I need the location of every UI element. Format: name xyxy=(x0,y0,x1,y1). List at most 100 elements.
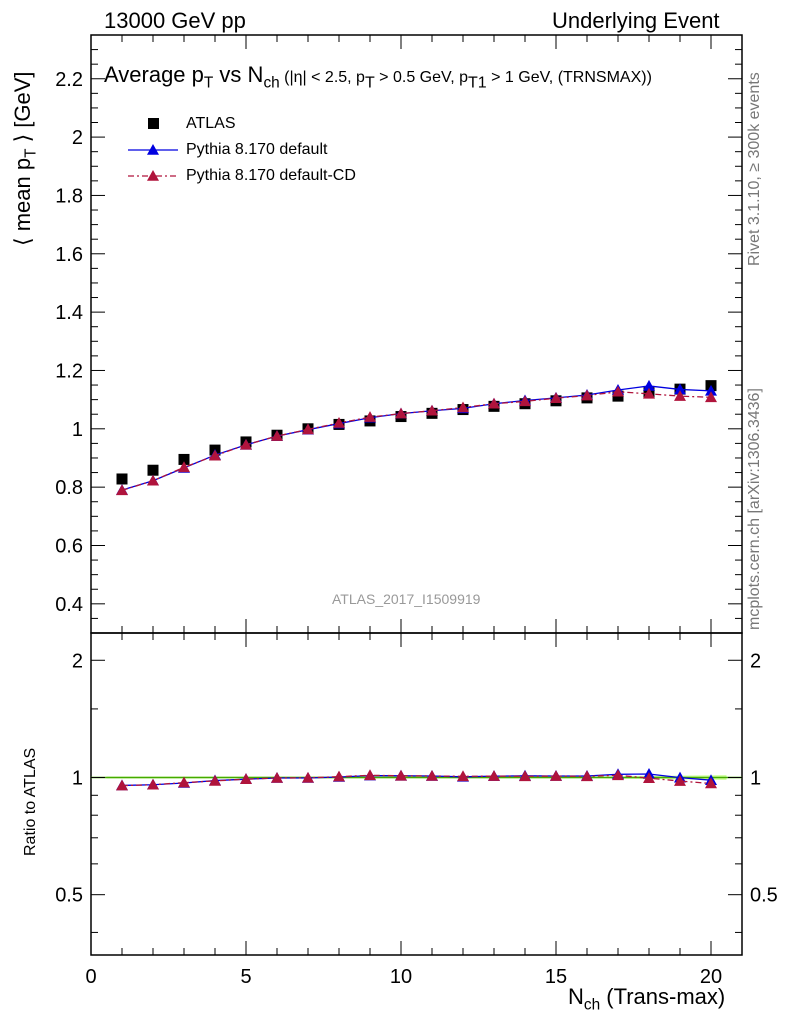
header-left: 13000 GeV pp xyxy=(104,8,246,33)
ratio-point-series-1 xyxy=(147,778,159,790)
x-tick-label: 10 xyxy=(390,966,412,988)
ratio-frame-rect xyxy=(90,632,743,956)
data-point-series-2 xyxy=(116,484,128,496)
main-y-tick-label: 1.6 xyxy=(55,244,83,266)
ylabel-main-tail: ⟩ [GeV] xyxy=(10,71,35,149)
ratio-line-1 xyxy=(121,774,712,787)
main-panel-series xyxy=(116,379,717,496)
title-vs-sub: ch xyxy=(263,74,280,92)
x-tick-label: 0 xyxy=(85,966,96,988)
data-point-series-1 xyxy=(674,383,686,395)
data-point-series-2 xyxy=(581,389,593,401)
ratio-point-series-1 xyxy=(116,779,128,791)
ratio-y-axis-label: Ratio to ATLAS xyxy=(22,747,39,856)
x-tick-label: 5 xyxy=(240,966,251,988)
data-point-series-2 xyxy=(240,438,252,450)
analysis-watermark: ATLAS_2017_I1509919 xyxy=(332,591,481,607)
main-y-axis-label: ⟨ mean pT ⟩ [GeV] xyxy=(10,71,40,246)
legend-marker-atlas xyxy=(148,118,159,129)
ratio-point-series-1 xyxy=(519,770,531,782)
legend-label-pythia-default: Pythia 8.170 default xyxy=(186,141,328,158)
title-vs: vs N xyxy=(213,62,264,87)
title-cuts2: > 0.5 GeV, p xyxy=(374,69,468,86)
ratio-point-series-1 xyxy=(240,773,252,784)
ratio-y-tick-label-right: 0.5 xyxy=(750,885,778,907)
series-line-1 xyxy=(121,385,712,491)
data-point-series-2 xyxy=(147,474,159,486)
ratio-panel-ticks: 0.5 0.51 12 20 5 10 15 20 xyxy=(55,633,778,988)
data-point-series-2 xyxy=(488,397,500,409)
header-right: Underlying Event xyxy=(552,8,720,33)
ratio-y-tick-label: 2 xyxy=(72,650,83,672)
ratio-y-tick-label-right: 1 xyxy=(750,767,761,789)
x-tick-label: 15 xyxy=(545,966,567,988)
ratio-reference-band xyxy=(91,775,742,780)
xlabel-tail: (Trans-max) xyxy=(600,984,726,1009)
ratio-point-series-1 xyxy=(674,775,686,786)
title-cuts2-sub: T1 xyxy=(468,74,487,92)
ratio-point-series-1 xyxy=(488,770,500,781)
legend-label-pythia-cd: Pythia 8.170 default-CD xyxy=(186,167,356,184)
rivet-label: Rivet 3.1.10, ≥ 300k events xyxy=(746,72,763,266)
ratio-point-series-1 xyxy=(209,774,221,786)
ratio-panel-series xyxy=(116,767,717,791)
data-point-series-2 xyxy=(550,392,562,403)
title-cuts3: > 1 GeV, (TRNSMAX)) xyxy=(486,69,652,86)
xlabel-main: N xyxy=(568,984,584,1009)
title-cuts: (|η| < 2.5, p xyxy=(279,69,365,86)
ratio-point-series-1 xyxy=(612,769,624,781)
data-point-series-2 xyxy=(426,404,438,416)
data-point-series-1 xyxy=(643,379,655,391)
ratio-y-tick-label-right: 2 xyxy=(750,650,761,672)
data-point-series-1 xyxy=(705,384,717,396)
ratio-point-series-1 xyxy=(705,777,717,789)
xlabel-sub: ch xyxy=(583,996,601,1014)
legend-marker-pythia-cd xyxy=(147,170,159,181)
data-point-series-2 xyxy=(674,390,686,401)
data-point-series-2 xyxy=(271,430,283,441)
data-point-series-2 xyxy=(209,449,221,461)
ylabel-main-sub: T xyxy=(22,148,40,158)
data-point-atlas xyxy=(116,473,128,485)
ratio-point-series-1 xyxy=(302,771,314,783)
ratio-panel-frame xyxy=(90,632,743,956)
ratio-y-tick-label: 1 xyxy=(72,767,83,789)
data-point-series-2 xyxy=(395,407,407,419)
ratio-point-series-1 xyxy=(364,769,376,781)
ratio-point-series-1 xyxy=(178,776,190,788)
ratio-point-series-1 xyxy=(457,770,469,782)
main-y-tick-label: 0.6 xyxy=(55,535,83,557)
series-line-2 xyxy=(121,391,712,491)
title-cuts-sub: T xyxy=(364,74,375,92)
x-tick-label: 20 xyxy=(700,966,722,988)
ratio-point-series-1 xyxy=(426,769,438,781)
ratio-point-series-1 xyxy=(395,769,407,781)
main-y-tick-label: 1.8 xyxy=(55,185,83,207)
title-main: Average p xyxy=(104,62,204,87)
x-axis-label: Nch (Trans-max) xyxy=(568,984,725,1014)
legend-markers xyxy=(128,118,178,181)
ratio-point-series-1 xyxy=(333,770,345,782)
title-main-sub: T xyxy=(203,74,214,92)
data-point-atlas xyxy=(147,464,159,476)
legend-label-atlas: ATLAS xyxy=(186,115,236,132)
ratio-point-series-1 xyxy=(643,772,655,783)
data-point-series-2 xyxy=(705,391,717,403)
main-y-tick-label: 0.4 xyxy=(55,594,83,616)
data-point-series-2 xyxy=(643,387,655,399)
ratio-point-series-1 xyxy=(550,770,562,781)
main-y-tick-label: 2.2 xyxy=(55,69,83,91)
main-panel-ticks: 0.4 0.6 0.8 1 1.2 1.4 1.6 1.8 2 2.2 xyxy=(55,34,743,634)
ratio-y-tick-label: 0.5 xyxy=(55,885,83,907)
main-y-tick-label: 0.8 xyxy=(55,477,83,499)
ylabel-main: ⟨ mean p xyxy=(10,157,35,246)
data-point-series-2 xyxy=(333,416,345,428)
main-y-tick-label: 1.2 xyxy=(55,360,83,382)
main-y-tick-label: 1.4 xyxy=(55,302,83,324)
data-point-atlas xyxy=(178,453,190,465)
ratio-point-series-1 xyxy=(271,771,283,783)
main-y-tick-label: 1 xyxy=(72,419,83,441)
mcplots-label: mcplots.cern.ch [arXiv:1306.3436] xyxy=(746,388,763,630)
data-point-series-2 xyxy=(178,461,190,473)
